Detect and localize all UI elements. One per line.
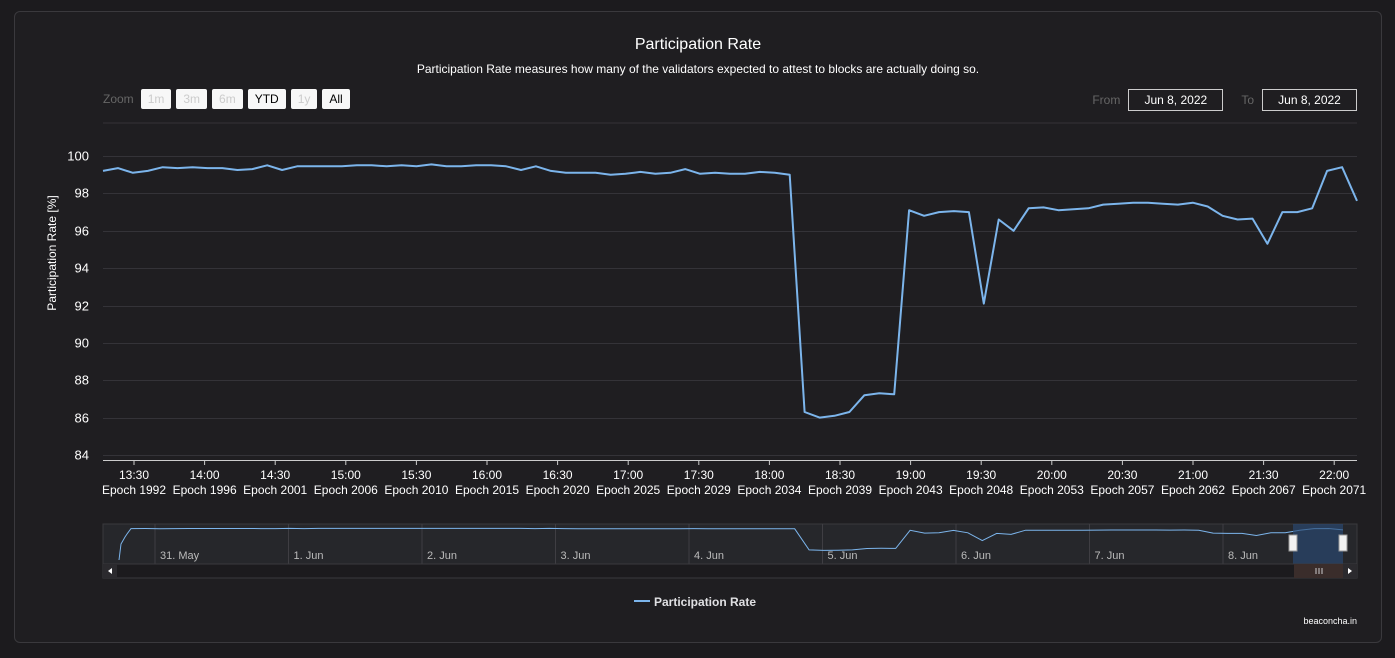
y-tick-label: 98 xyxy=(75,186,89,201)
y-tick-label: 90 xyxy=(75,336,89,351)
x-tick-time-label: 19:00 xyxy=(896,468,926,482)
scroll-left-icon xyxy=(108,568,112,574)
legend-label: Participation Rate xyxy=(654,595,756,609)
y-tick-label: 94 xyxy=(75,261,89,276)
x-tick-time-label: 16:00 xyxy=(472,468,502,482)
y-axis-label: Participation Rate [%] xyxy=(45,195,59,310)
x-tick-epoch-label: Epoch 1992 xyxy=(102,483,166,497)
navigator-series xyxy=(118,527,1344,561)
x-tick-time-label: 14:00 xyxy=(190,468,220,482)
to-label: To xyxy=(1241,93,1254,107)
chart-card: Participation Rate Participation Rate me… xyxy=(14,11,1382,643)
navigator-date-label: 5. Jun xyxy=(828,550,858,562)
y-tick-label: 84 xyxy=(75,448,89,463)
x-tick-time-label: 20:00 xyxy=(1037,468,1067,482)
navigator-date-label: 1. Jun xyxy=(294,550,324,562)
x-tick-epoch-label: Epoch 1996 xyxy=(173,483,237,497)
navigator-selection[interactable] xyxy=(1293,524,1343,564)
x-tick-epoch-label: Epoch 2025 xyxy=(596,483,660,497)
scrollbar-grip-icon xyxy=(1315,568,1323,574)
x-tick-epoch-label: Epoch 2034 xyxy=(737,483,801,497)
zoom-1m-button[interactable]: 1m xyxy=(140,89,172,109)
participation-chart: 84 86 88 90 92 94 96 98 100 Participation Rate [… xyxy=(45,122,1367,609)
date-range: From Jun 8, 2022 To Jun 8, 2022 xyxy=(1092,89,1357,111)
chart-subtitle: Participation Rate measures how many of … xyxy=(416,62,980,76)
x-tick-epoch-label: Epoch 2053 xyxy=(1020,483,1084,497)
zoom-ytd-button[interactable]: YTD xyxy=(247,89,286,109)
from-date-input[interactable]: Jun 8, 2022 xyxy=(1128,89,1224,111)
x-tick-time-label: 17:00 xyxy=(613,468,643,482)
zoom-controls: Zoom 1m 3m 6m YTD 1y All xyxy=(103,89,350,109)
y-tick-label: 92 xyxy=(75,299,89,314)
x-tick-time-label: 18:30 xyxy=(825,468,855,482)
x-tick-time-label: 13:30 xyxy=(119,468,149,482)
y-tick-label: 100 xyxy=(67,149,89,164)
navigator-handle-right[interactable] xyxy=(1338,534,1348,552)
x-tick-epoch-label: Epoch 2001 xyxy=(243,483,307,497)
x-tick-epoch-label: Epoch 2048 xyxy=(949,483,1013,497)
scrollbar[interactable] xyxy=(102,563,1358,579)
x-tick-time-label: 14:30 xyxy=(260,468,290,482)
navigator-date-label: 3. Jun xyxy=(561,550,591,562)
x-tick-time-label: 16:30 xyxy=(543,468,573,482)
navigator[interactable]: 31. May 1. Jun 2. Jun 3. Jun 4. Jun 5. Jun 6. … xyxy=(102,523,1358,565)
navigator-background xyxy=(102,523,1358,565)
y-tick-label: 86 xyxy=(75,411,89,426)
x-tick-epoch-label: Epoch 2057 xyxy=(1090,483,1154,497)
x-tick-epoch-label: Epoch 2006 xyxy=(314,483,378,497)
y-tick-label: 96 xyxy=(75,224,89,239)
navigator-date-label: 31. May xyxy=(160,550,200,562)
zoom-1y-button[interactable]: 1y xyxy=(290,89,318,109)
x-tick-epoch-label: Epoch 2020 xyxy=(526,483,590,497)
x-tick-time-label: 19:30 xyxy=(966,468,996,482)
scrollbar-track[interactable] xyxy=(102,563,1358,579)
x-tick-epoch-label: Epoch 2071 xyxy=(1302,483,1366,497)
navigator-date-label: 2. Jun xyxy=(427,550,457,562)
x-tick-time-label: 21:00 xyxy=(1178,468,1208,482)
x-tick-time-label: 17:30 xyxy=(684,468,714,482)
navigator-handle-left[interactable] xyxy=(1288,534,1298,552)
x-tick-time-label: 21:30 xyxy=(1249,468,1279,482)
zoom-all-button[interactable]: All xyxy=(322,89,350,109)
zoom-label: Zoom xyxy=(103,92,134,106)
x-tick-epoch-label: Epoch 2010 xyxy=(384,483,448,497)
x-tick-time-label: 15:30 xyxy=(401,468,431,482)
from-label: From xyxy=(1092,93,1121,107)
x-tick-epoch-label: Epoch 2015 xyxy=(455,483,519,497)
x-tick-time-label: 18:00 xyxy=(754,468,784,482)
navigator-date-label: 4. Jun xyxy=(694,550,724,562)
navigator-date-label: 6. Jun xyxy=(961,550,991,562)
x-tick-epoch-label: Epoch 2067 xyxy=(1232,483,1296,497)
y-tick-label: 88 xyxy=(75,373,89,388)
brand-credit[interactable]: beaconcha.in xyxy=(1303,616,1357,626)
series-line-participation-rate xyxy=(102,163,1358,419)
scroll-right-icon xyxy=(1348,568,1352,574)
x-tick-time-label: 15:00 xyxy=(331,468,361,482)
x-tick-epoch-label: Epoch 2029 xyxy=(667,483,731,497)
x-tick-time-label: 22:00 xyxy=(1319,468,1349,482)
x-tick-epoch-label: Epoch 2039 xyxy=(808,483,872,497)
x-tick-epoch-label: Epoch 2062 xyxy=(1161,483,1225,497)
zoom-6m-button[interactable]: 6m xyxy=(212,89,243,109)
x-tick-epoch-label: Epoch 2043 xyxy=(879,483,943,497)
navigator-date-label: 8. Jun xyxy=(1228,550,1258,562)
zoom-3m-button[interactable]: 3m xyxy=(176,89,208,109)
navigator-date-label: 7. Jun xyxy=(1095,550,1125,562)
legend-item-participation-rate[interactable]: Participation Rate xyxy=(634,595,756,609)
chart-title: Participation Rate xyxy=(634,36,762,53)
x-tick-time-label: 20:30 xyxy=(1107,468,1137,482)
to-date-input[interactable]: Jun 8, 2022 xyxy=(1262,89,1357,111)
